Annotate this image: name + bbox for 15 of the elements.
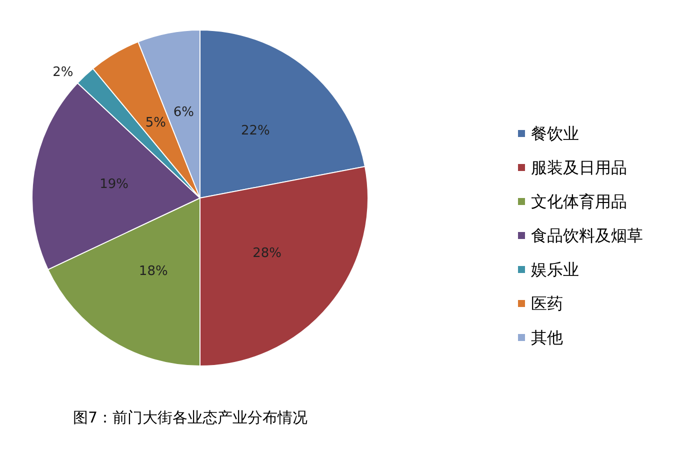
- legend-label: 娱乐业: [531, 260, 579, 279]
- data-label: 28%: [252, 246, 282, 261]
- legend-label: 文化体育用品: [531, 192, 627, 211]
- legend-label: 其他: [531, 328, 563, 347]
- data-label: 22%: [241, 123, 270, 138]
- legend-label: 食品饮料及烟草: [531, 226, 643, 245]
- caption: 图7：前门大街各业态产业分布情况: [73, 408, 308, 426]
- legend-label: 医药: [531, 294, 563, 313]
- data-label: 2%: [52, 65, 74, 80]
- legend-label: 餐饮业: [531, 124, 579, 143]
- data-label: 6%: [173, 105, 194, 120]
- data-label: 5%: [145, 116, 166, 131]
- legend-label: 服装及日用品: [531, 158, 627, 177]
- data-label: 19%: [100, 176, 129, 192]
- data-label: 18%: [138, 264, 168, 279]
